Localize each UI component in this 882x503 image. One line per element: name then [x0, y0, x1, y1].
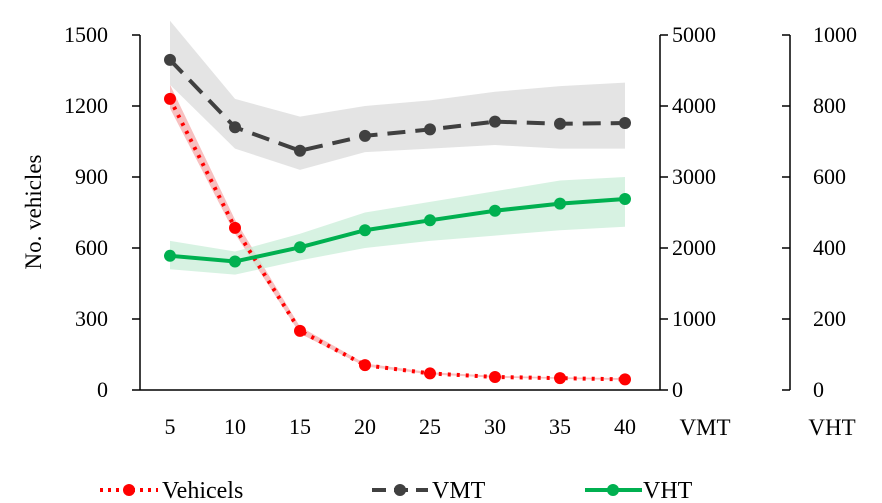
- legend-item-vehicels: Vehicels: [100, 478, 243, 503]
- x-tick-label: 5: [165, 414, 176, 439]
- right2-tick-label: 0: [813, 377, 824, 402]
- right1-tick-label: 2000: [672, 235, 716, 260]
- point-vehicels: [489, 370, 501, 383]
- right1-tick-label: 4000: [672, 93, 716, 118]
- vmt-axis-title: VMT: [679, 415, 730, 440]
- point-vmt: [554, 117, 566, 130]
- point-vht: [229, 255, 241, 268]
- vmt-axis-ticks: 0 1000 2000 3000 4000 5000: [660, 22, 716, 402]
- legend-item-vht: VHT: [585, 478, 693, 503]
- point-vmt: [229, 121, 241, 134]
- point-vmt: [619, 117, 631, 130]
- x-tick-label: 40: [614, 414, 636, 439]
- left-axis-ticks: 0 300 600 900 1200 1500: [64, 22, 140, 402]
- x-tick-label: 30: [484, 414, 506, 439]
- right2-tick-label: 800: [813, 93, 846, 118]
- point-vmt: [294, 144, 306, 157]
- legend-label-vht: VHT: [643, 478, 693, 503]
- series-markers: [164, 53, 631, 386]
- right1-tick-label: 5000: [672, 22, 716, 47]
- series-lines: [168, 58, 626, 382]
- x-tick-label: 35: [549, 414, 571, 439]
- point-vht: [619, 193, 631, 206]
- right2-tick-label: 1000: [813, 22, 857, 47]
- left-tick-label: 1200: [64, 93, 108, 118]
- x-tick-label: 20: [354, 414, 376, 439]
- point-vht: [359, 224, 371, 237]
- right1-tick-label: 0: [672, 377, 683, 402]
- left-tick-label: 0: [97, 377, 108, 402]
- right2-tick-label: 600: [813, 164, 846, 189]
- legend-label-vehicels: Vehicels: [162, 478, 243, 503]
- point-vehicels: [359, 359, 371, 372]
- point-vehicels: [554, 372, 566, 385]
- right2-tick-label: 400: [813, 235, 846, 260]
- right1-tick-label: 3000: [672, 164, 716, 189]
- legend: Vehicels VMT VHT: [100, 478, 693, 503]
- point-vehicels: [229, 221, 241, 234]
- legend-item-vmt: VMT: [372, 478, 486, 503]
- x-tick-label: 25: [419, 414, 441, 439]
- line-vmt: [168, 58, 626, 153]
- point-vmt: [489, 115, 501, 128]
- point-vht: [424, 214, 436, 227]
- point-vehicels: [164, 92, 176, 105]
- point-vht: [554, 197, 566, 210]
- left-axis-title: No. vehicles: [21, 154, 46, 269]
- point-vht: [489, 204, 501, 217]
- left-tick-label: 1500: [64, 22, 108, 47]
- right2-tick-label: 200: [813, 306, 846, 331]
- point-vmt: [359, 129, 371, 142]
- line-vehicels: [168, 97, 626, 382]
- band-vmt: [170, 20, 625, 170]
- legend-label-vmt: VMT: [432, 478, 486, 503]
- vht-axis-title: VHT: [808, 415, 855, 440]
- left-tick-label: 900: [75, 164, 108, 189]
- left-tick-label: 600: [75, 235, 108, 260]
- left-tick-label: 300: [75, 306, 108, 331]
- point-vht: [294, 241, 306, 254]
- right1-tick-label: 1000: [672, 306, 716, 331]
- point-vht: [164, 249, 176, 262]
- point-vmt: [164, 53, 176, 66]
- x-tick-label: 15: [289, 414, 311, 439]
- line-vht: [169, 197, 626, 264]
- legend-marker-vmt: [394, 484, 406, 496]
- x-axis-ticks: 5 10 15 20 25 30 35 40: [165, 414, 637, 439]
- legend-marker-vehicels: [123, 484, 135, 496]
- legend-marker-vht: [607, 484, 619, 496]
- point-vehicels: [294, 324, 306, 337]
- point-vmt: [424, 123, 436, 136]
- point-vehicels: [619, 373, 631, 386]
- vht-axis-ticks: 0 200 400 600 800 1000: [782, 22, 857, 402]
- x-tick-label: 10: [224, 414, 246, 439]
- point-vehicels: [424, 367, 436, 380]
